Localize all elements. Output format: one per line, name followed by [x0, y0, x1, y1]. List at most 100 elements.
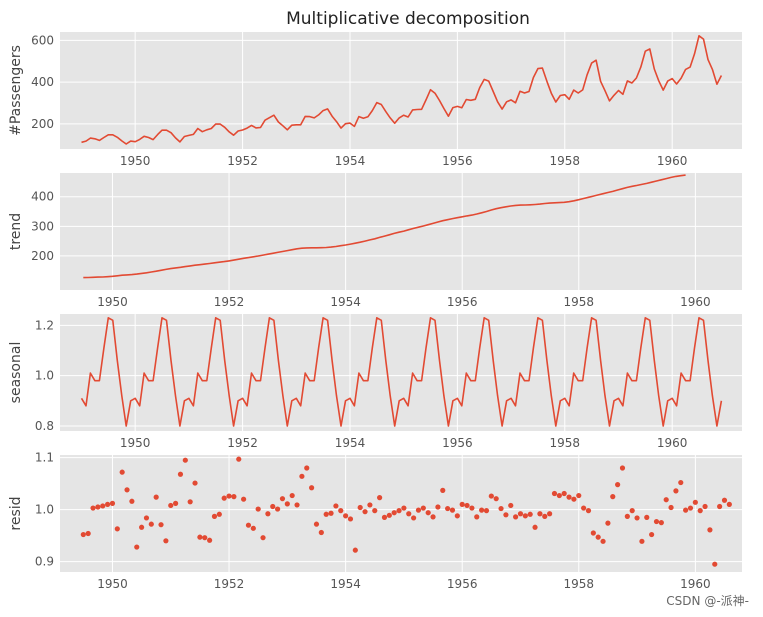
x-tick-label: 1958: [550, 436, 581, 450]
resid-point: [153, 494, 159, 500]
resid-point: [362, 509, 368, 515]
y-axis-label: #Passengers: [8, 45, 24, 136]
resid-point: [668, 504, 674, 511]
resid-point: [649, 531, 655, 538]
resid-point: [415, 507, 422, 513]
y-axis-label: resid: [8, 496, 24, 530]
resid-point: [445, 505, 451, 512]
resid-point: [139, 524, 145, 530]
resid-point: [707, 527, 713, 533]
panel-resid: 1950 1952 1954 1956 1958 1960 0.9 1.0 1.1 resid: [8, 451, 742, 591]
resid-point: [367, 502, 373, 508]
resid-point: [100, 503, 106, 509]
resid-point: [683, 507, 689, 513]
y-tick-label: 0.8: [35, 419, 54, 433]
resid-point: [590, 530, 596, 536]
y-tick-label: 300: [31, 219, 54, 233]
resid-point: [158, 522, 164, 528]
resid-point: [469, 505, 475, 511]
resid-point: [585, 508, 592, 514]
y-tick-label: 200: [31, 249, 54, 263]
y-axis-label: seasonal: [8, 342, 24, 404]
resid-point: [255, 506, 261, 512]
resid-point: [658, 520, 664, 526]
resid-point: [406, 511, 412, 517]
resid-point: [653, 518, 660, 525]
resid-point: [299, 473, 305, 479]
resid-point: [556, 492, 562, 499]
resid-point: [459, 501, 465, 507]
resid-point: [644, 514, 650, 521]
x-tick-label: 1954: [330, 295, 361, 309]
resid-point: [581, 505, 587, 511]
resid-point: [313, 521, 320, 527]
resid-point: [386, 512, 392, 518]
resid-point: [377, 495, 383, 501]
resid-point: [726, 501, 732, 507]
resid-point: [527, 511, 533, 517]
resid-point: [464, 502, 470, 509]
resid-point: [483, 508, 490, 514]
x-tick-label: 1958: [564, 295, 595, 309]
x-tick-label: 1954: [330, 577, 361, 591]
resid-point: [236, 456, 242, 462]
resid-point: [95, 504, 101, 510]
x-tick-label: 1958: [550, 154, 581, 168]
resid-point: [343, 513, 349, 519]
resid-point: [532, 524, 538, 530]
resid-point: [105, 501, 111, 507]
y-axis-label: trend: [8, 213, 24, 250]
resid-point: [474, 514, 480, 520]
resid-point: [318, 529, 324, 536]
resid-point: [425, 510, 431, 516]
resid-point: [216, 511, 222, 517]
resid-point: [411, 515, 417, 521]
resid-point: [702, 503, 708, 510]
y-tick-label: 1.2: [35, 318, 54, 332]
plot-area: [60, 314, 742, 431]
resid-point: [547, 511, 553, 517]
resid-point: [678, 479, 684, 486]
x-tick-label: 1950: [120, 436, 151, 450]
resid-point: [600, 538, 606, 544]
resid-point: [211, 513, 218, 519]
resid-point: [712, 561, 718, 567]
resid-point: [561, 490, 567, 497]
resid-point: [90, 505, 96, 511]
resid-point: [522, 513, 528, 519]
resid-point: [192, 480, 198, 486]
resid-point: [634, 515, 640, 521]
y-tick-label: 1.0: [35, 369, 54, 383]
resid-point: [692, 499, 698, 505]
resid-point: [542, 513, 548, 519]
resid-point: [284, 501, 290, 507]
resid-point: [615, 482, 621, 488]
resid-point: [129, 498, 135, 504]
resid-point: [610, 494, 616, 500]
resid-point: [270, 503, 276, 510]
x-tick-label: 1956: [447, 577, 478, 591]
series-line-seasonal: [80, 316, 723, 427]
resid-point: [109, 500, 116, 506]
resid-point: [663, 497, 669, 503]
resid-point: [173, 500, 179, 506]
x-tick-label: 1952: [214, 577, 245, 591]
y-tick-label: 1.0: [35, 503, 54, 517]
resid-point: [221, 495, 227, 501]
y-tick-label: 400: [31, 75, 54, 89]
y-tick-label: 200: [31, 117, 54, 131]
resid-point: [566, 494, 572, 500]
resid-point: [493, 496, 499, 502]
x-tick-label: 1960: [657, 154, 688, 168]
resid-point: [119, 469, 125, 475]
x-tick-label: 1950: [120, 154, 151, 168]
resid-point: [508, 502, 514, 509]
x-tick-label: 1952: [227, 154, 258, 168]
resid-point: [148, 521, 154, 527]
x-tick-label: 1952: [214, 295, 245, 309]
resid-point: [488, 493, 494, 499]
resid-point: [435, 504, 441, 510]
x-tick-label: 1956: [447, 295, 478, 309]
resid-point: [372, 508, 378, 514]
figure-title: Multiplicative decomposition: [286, 9, 530, 29]
